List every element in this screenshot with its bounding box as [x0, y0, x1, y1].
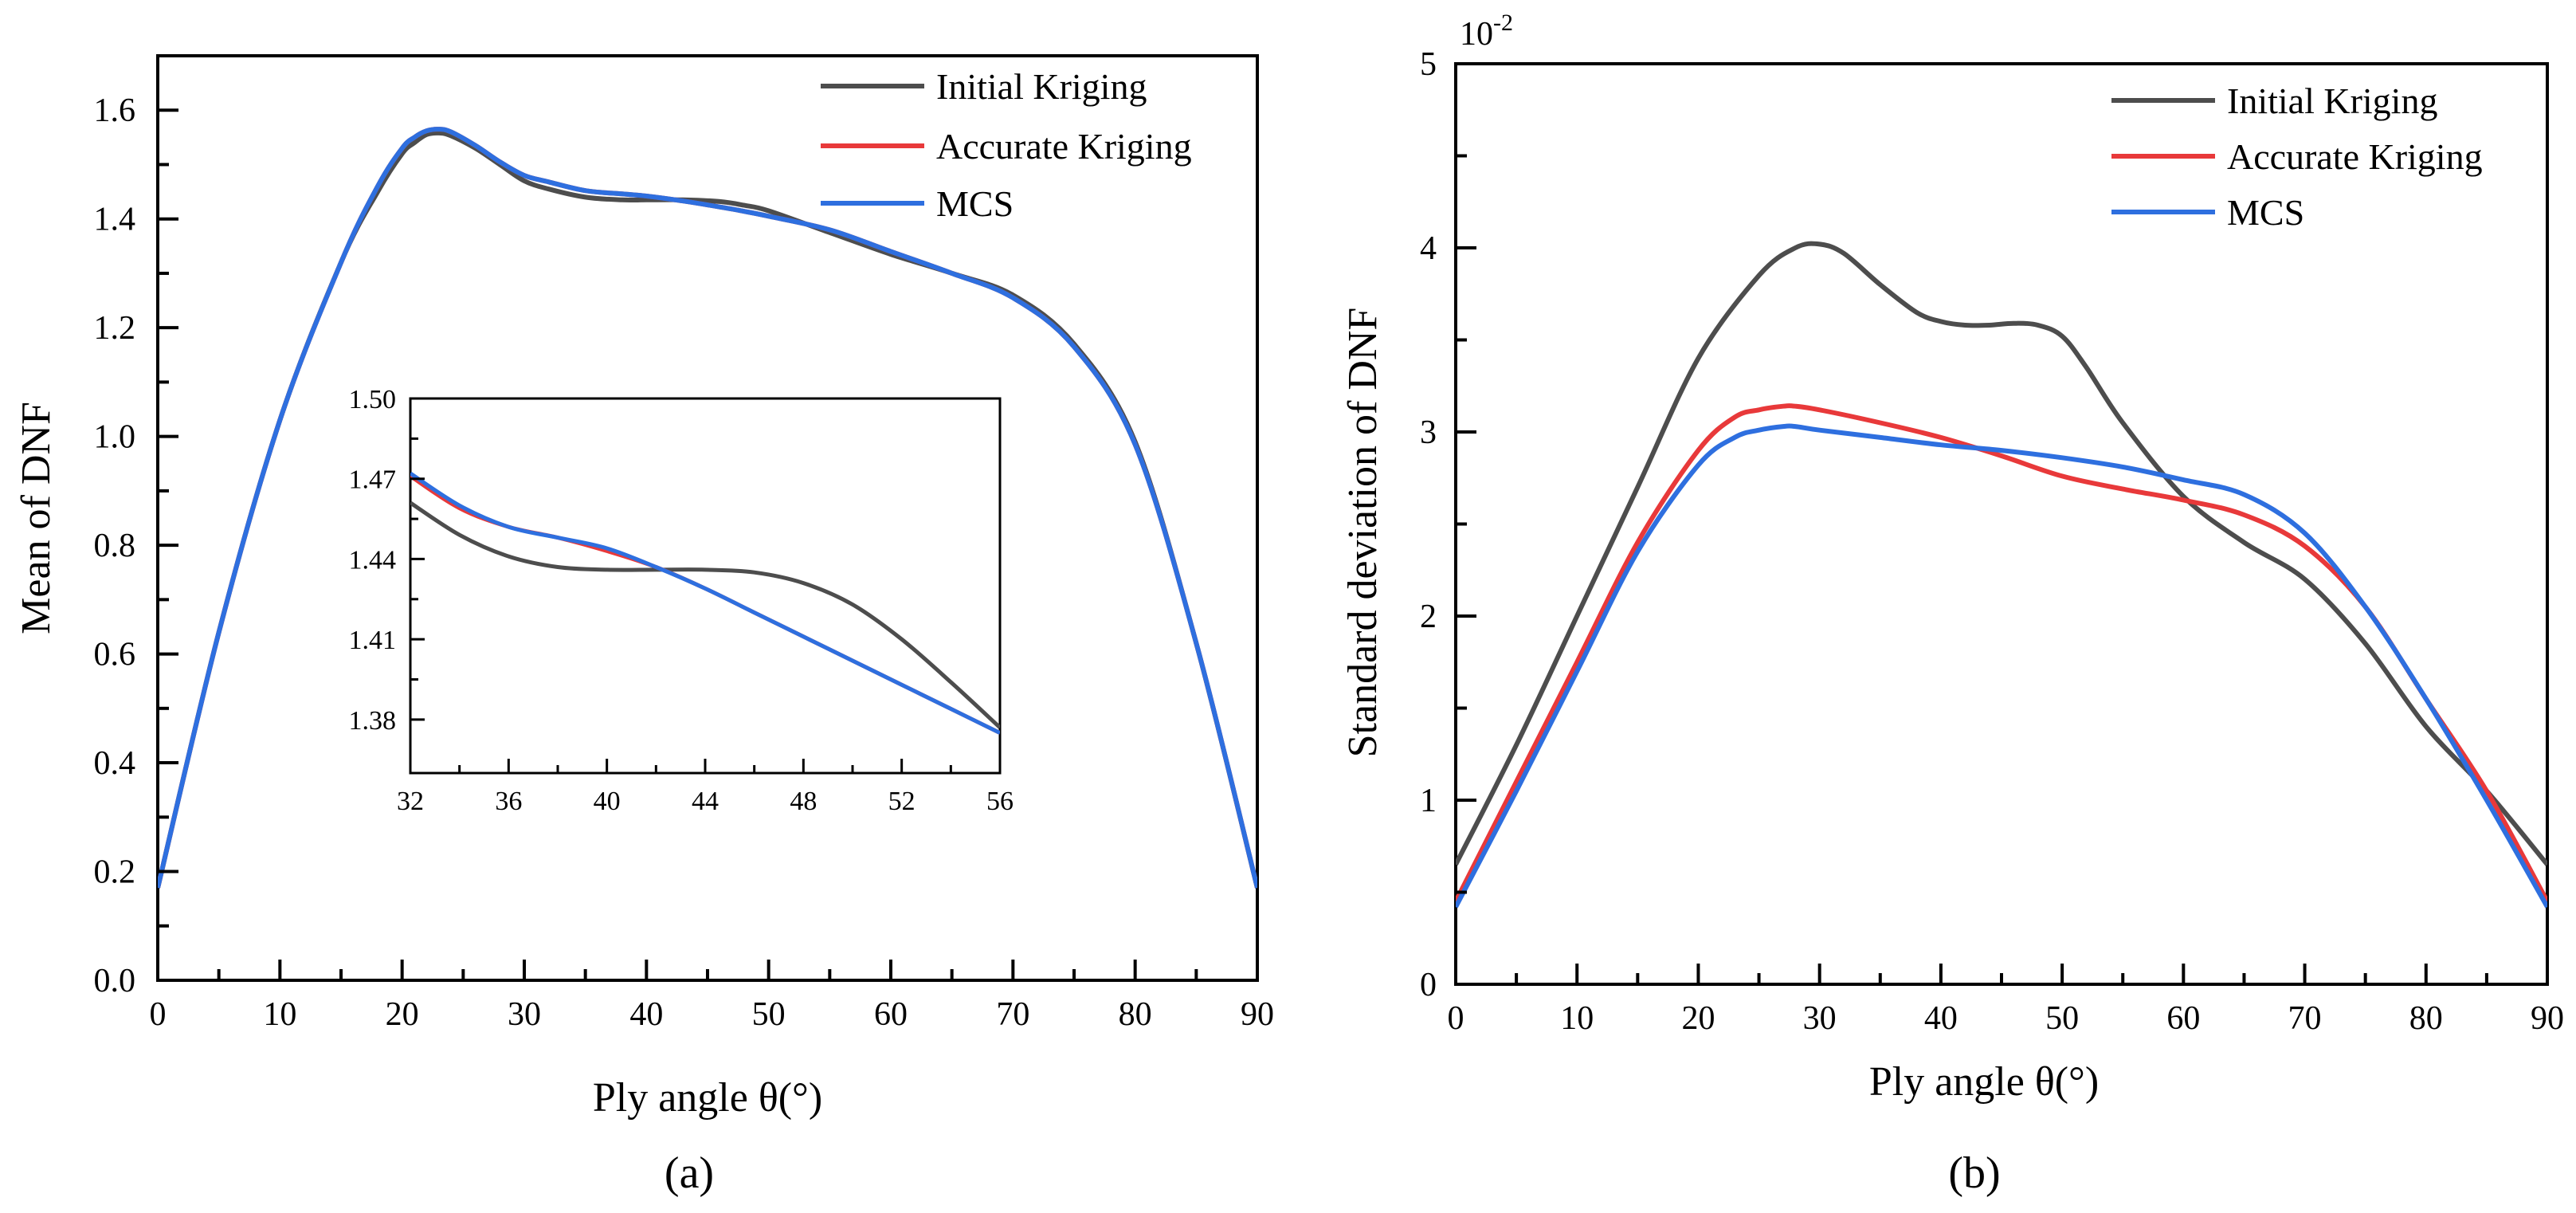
y-tick-label: 0.8: [94, 528, 136, 564]
y-tick-label: 0: [1420, 967, 1437, 1003]
panel-a-inset-x-ticks: 32 36 40 44 48 52 56: [397, 759, 1014, 816]
y-tick-label: 1.4: [94, 202, 136, 238]
multiplier-base-text: 10: [1460, 16, 1493, 53]
legend-b-label-initial: Initial Kriging: [2227, 80, 2437, 121]
x-tick-label: 70: [996, 996, 1029, 1033]
panel-a-inset-frame: [409, 397, 1002, 775]
y-tick-label: 1.47: [349, 465, 397, 495]
y-tick-label: 0.6: [94, 637, 136, 673]
legend-b-label-mcs: MCS: [2227, 192, 2304, 233]
x-tick-label: 44: [692, 787, 719, 816]
x-tick-label: 40: [594, 787, 621, 816]
x-tick-label: 0: [150, 996, 167, 1033]
x-tick-label: 40: [629, 996, 663, 1033]
panel-a-inset-y-ticks: 1.38 1.41 1.44 1.47 1.50: [349, 385, 425, 736]
x-tick-label: 56: [986, 787, 1014, 816]
y-tick-label: 0.0: [94, 963, 136, 999]
x-tick-label: 36: [495, 787, 522, 816]
x-tick-label: 0: [1448, 1000, 1464, 1037]
panel-a-caption: (a): [665, 1148, 714, 1198]
x-tick-label: 50: [2045, 1000, 2079, 1037]
x-tick-label: 90: [2531, 1000, 2564, 1037]
panel-a-y-axis-title: Mean of DNF: [14, 402, 59, 634]
panel-a-x-axis-title: Ply angle θ(°): [593, 1075, 822, 1121]
panel-b-multiplier-base: 10-2: [1460, 10, 1513, 53]
y-tick-label: 5: [1420, 46, 1437, 83]
panel-b-legend: Initial Kriging Accurate Kriging MCS: [2111, 80, 2483, 233]
y-tick-label: 4: [1420, 230, 1437, 267]
y-tick-label: 3: [1420, 414, 1437, 451]
panel-a-x-ticks: 0 10 20 30 40 50 60 70 80 90: [150, 960, 1274, 1033]
x-tick-label: 70: [2288, 1000, 2322, 1037]
y-tick-label: 1.41: [349, 626, 397, 655]
panel-a-series: [158, 127, 1257, 889]
x-tick-label: 90: [1241, 996, 1274, 1033]
x-tick-label: 32: [397, 787, 424, 816]
y-tick-label: 0.2: [94, 854, 136, 891]
x-tick-label: 30: [508, 996, 541, 1033]
panel-a-y-ticks: 0.0 0.2 0.4 0.6 0.8 1.0 1.2 1.4 1.6: [94, 54, 178, 999]
x-tick-label: 10: [1560, 1000, 1594, 1037]
panel-a-inset-series: [410, 471, 1000, 735]
y-tick-label: 1: [1420, 783, 1437, 819]
x-tick-label: 80: [2409, 1000, 2443, 1037]
series-line-mcs: [1456, 423, 2547, 909]
series-line-mcs: [158, 127, 1257, 889]
panel-b-x-ticks: 0 10 20 30 40 50 60 70 80 90: [1448, 964, 2564, 1037]
x-tick-label: 20: [1681, 1000, 1715, 1037]
x-tick-label: 48: [790, 787, 817, 816]
x-tick-label: 50: [752, 996, 786, 1033]
series-line-initial-kriging: [1456, 241, 2547, 866]
x-tick-label: 60: [2166, 1000, 2200, 1037]
y-tick-label: 2: [1420, 599, 1437, 635]
legend-a-label-initial: Initial Kriging: [936, 66, 1147, 107]
series-line-mcs: [410, 471, 1000, 735]
x-tick-label: 40: [1924, 1000, 1958, 1037]
panel-b-y-ticks: 0 1 2 3 4 5: [1420, 46, 1476, 1003]
y-tick-label: 1.6: [94, 92, 136, 129]
series-line-initial-kriging: [410, 501, 1000, 729]
x-tick-label: 52: [888, 787, 916, 816]
legend-b-label-accurate: Accurate Kriging: [2227, 136, 2483, 177]
x-tick-label: 10: [263, 996, 296, 1033]
y-tick-label: 0.4: [94, 745, 136, 782]
x-tick-label: 20: [386, 996, 419, 1033]
x-tick-label: 80: [1119, 996, 1152, 1033]
panel-b-y-axis-title: Standard deviation of DNF: [1340, 308, 1386, 758]
panel-b-caption: (b): [1948, 1148, 2000, 1198]
legend-a-label-mcs: MCS: [936, 183, 1014, 224]
y-tick-label: 1.50: [349, 385, 397, 414]
panel-a: 0 10 20 30 40 50 60 70 80 90 0.0 0.2 0.4 0.6 0.8 1.0 1.…: [14, 54, 1274, 1198]
x-tick-label: 30: [1803, 1000, 1837, 1037]
series-line-accurate-kriging: [1456, 403, 2547, 903]
panel-b-series: [1456, 241, 2547, 909]
panel-b-x-axis-title: Ply angle θ(°): [1869, 1059, 2099, 1105]
legend-a-label-accurate: Accurate Kriging: [936, 126, 1192, 167]
y-tick-label: 1.2: [94, 310, 136, 347]
panel-a-legend: Initial Kriging Accurate Kriging MCS: [821, 66, 1192, 224]
y-tick-label: 1.38: [349, 706, 397, 736]
y-tick-label: 1.44: [349, 545, 397, 575]
y-tick-label: 1.0: [94, 419, 136, 456]
multiplier-exponent-text: -2: [1493, 10, 1513, 36]
x-tick-label: 60: [874, 996, 908, 1033]
